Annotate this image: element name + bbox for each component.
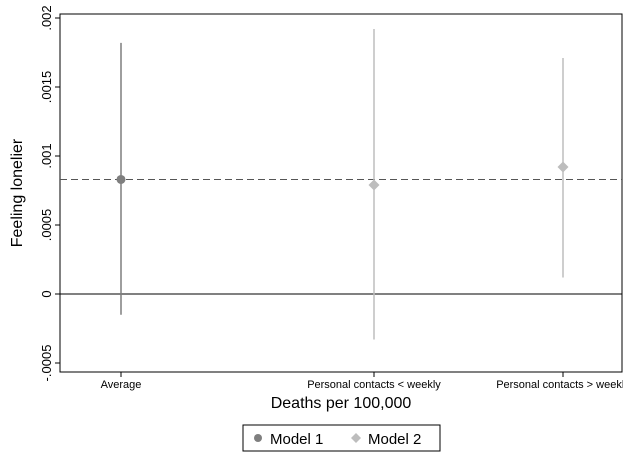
legend-marker xyxy=(254,434,262,442)
point-estimate xyxy=(368,179,380,191)
y-tick-label: 0 xyxy=(39,290,54,297)
legend-box xyxy=(242,424,441,452)
point-estimate xyxy=(557,161,569,173)
x-tick-label: Average xyxy=(101,379,142,391)
x-tick-label: Personal contacts > weekly xyxy=(496,379,623,391)
x-axis-label: Deaths per 100,000 xyxy=(271,395,412,412)
y-axis-label: Feeling lonelier xyxy=(9,138,26,247)
point-estimate xyxy=(116,174,126,184)
legend-label: Model 2 xyxy=(368,431,421,448)
y-tick-label: .0005 xyxy=(39,209,54,242)
legend: Model 1 Model 2 xyxy=(242,424,441,452)
y-tick-label: .0015 xyxy=(39,71,54,104)
legend-label: Model 1 xyxy=(270,431,323,448)
legend-marker xyxy=(351,433,361,443)
x-tick-label: Personal contacts < weekly xyxy=(307,379,441,391)
plot-area xyxy=(59,13,623,373)
y-tick-label: -.0005 xyxy=(39,345,54,382)
y-tick-label: .002 xyxy=(39,5,54,30)
y-tick-label: .001 xyxy=(39,143,54,168)
